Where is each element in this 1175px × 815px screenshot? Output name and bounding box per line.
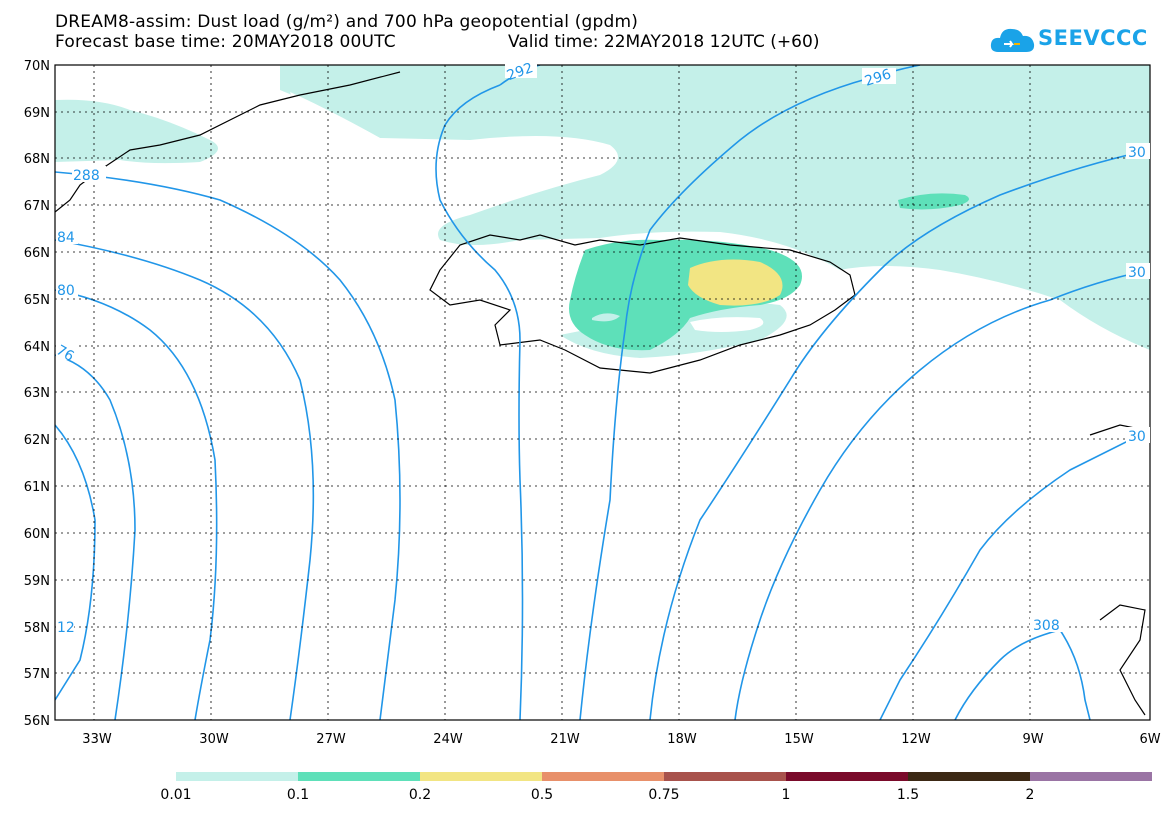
lon-label: 15W — [784, 732, 814, 747]
lon-label: 33W — [82, 732, 112, 747]
colorbar-swatch — [542, 772, 664, 781]
colorbar-swatch — [298, 772, 420, 781]
contour-label: 296 — [863, 66, 893, 90]
colorbar — [176, 772, 1152, 781]
greenland-coastline — [55, 71, 401, 213]
lat-label: 61N — [24, 480, 50, 495]
dust-area-mid-east — [898, 193, 969, 210]
dust-gap-white — [690, 317, 764, 332]
seevccc-logo: SEEVCCC — [1038, 26, 1148, 50]
colorbar-label: 0.01 — [160, 787, 192, 803]
map-title: DREAM8-assim: Dust load (g/m²) and 700 h… — [55, 12, 639, 32]
lat-label: 60N — [24, 527, 50, 542]
lon-label: 27W — [316, 732, 346, 747]
grid-lines — [55, 65, 1150, 720]
contour-label: 80 — [57, 283, 75, 299]
plot-frame — [54, 64, 1151, 721]
colorbar-label: 1 — [781, 787, 791, 803]
lat-label: 67N — [24, 199, 50, 214]
lat-label: 69N — [24, 106, 50, 121]
colorbar-swatch — [1030, 772, 1152, 781]
lon-label: 30W — [199, 732, 229, 747]
lon-label: 24W — [433, 732, 463, 747]
geopotential-contours — [55, 65, 1150, 720]
lon-label: 6W — [1139, 732, 1160, 747]
dust-gap-small — [592, 313, 620, 322]
lat-label: 70N — [24, 59, 50, 74]
contour-label: 84 — [57, 230, 75, 246]
contour-label: 12 — [57, 620, 75, 636]
dust-area-light-north — [280, 65, 1150, 350]
contour-label: 30 — [1128, 265, 1146, 281]
lat-label: 63N — [24, 386, 50, 401]
colorbar-swatch — [664, 772, 786, 781]
colorbar-label: 0.5 — [530, 787, 554, 803]
lon-label: 9W — [1022, 732, 1043, 747]
norway-coastline — [1089, 424, 1146, 716]
forecast-base-time: Forecast base time: 20MAY2018 00UTC — [55, 32, 396, 52]
lat-label: 68N — [24, 152, 50, 167]
colorbar-label: 0.1 — [286, 787, 310, 803]
lat-label: 66N — [24, 246, 50, 261]
cloud-icon — [990, 28, 1035, 52]
contour-label: 76 — [53, 342, 77, 365]
colorbar-label: 0.2 — [408, 787, 432, 803]
lat-label: 56N — [24, 714, 50, 729]
contour-label: 30 — [1128, 145, 1146, 161]
lon-label: 21W — [550, 732, 580, 747]
colorbar-swatch — [908, 772, 1030, 781]
lon-label: 12W — [901, 732, 931, 747]
colorbar-swatch — [786, 772, 908, 781]
lat-label: 62N — [24, 433, 50, 448]
contour-label: 30 — [1128, 429, 1146, 445]
lat-label: 58N — [24, 621, 50, 636]
iceland-coastline — [429, 234, 856, 374]
contour-label: 288 — [73, 168, 100, 184]
valid-time: Valid time: 22MAY2018 12UTC (+60) — [508, 32, 820, 52]
colorbar-label: 1.5 — [896, 787, 920, 803]
lat-label: 57N — [24, 667, 50, 682]
lat-label: 64N — [24, 340, 50, 355]
colorbar-swatch — [420, 772, 542, 781]
lon-label: 18W — [667, 732, 697, 747]
dust-area-light-west — [55, 99, 218, 164]
lat-label: 59N — [24, 574, 50, 589]
dust-area-high — [688, 259, 783, 306]
colorbar-label: 0.75 — [648, 787, 680, 803]
lat-label: 65N — [24, 293, 50, 308]
colorbar-label: 2 — [1025, 787, 1035, 803]
dust-gap — [290, 92, 380, 140]
colorbar-swatch — [176, 772, 298, 781]
contour-label: 308 — [1033, 618, 1060, 634]
